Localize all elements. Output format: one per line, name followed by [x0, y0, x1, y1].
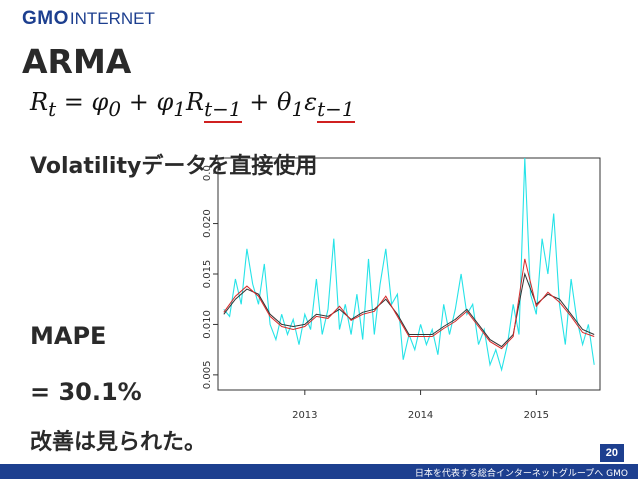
improvement-note: 改善は見られた。 — [30, 430, 207, 455]
y-tick-label: 0.020 — [202, 209, 213, 238]
footer-slogan: 日本を代表する総合インターネットグループへ GMO — [414, 469, 628, 479]
formula-theta: θ — [277, 88, 292, 116]
series-line-cyan — [223, 157, 595, 372]
formula-theta-sub: 1 — [291, 96, 305, 121]
footer-bar — [0, 464, 638, 479]
formula-phi1: φ — [156, 88, 174, 116]
formula-phi0: φ — [91, 88, 109, 116]
gmo-internet-logo: GMO INTERNET — [22, 8, 155, 30]
x-tick-label: 2014 — [408, 410, 433, 421]
x-tick-label: 2013 — [292, 410, 317, 421]
series-line-black — [223, 272, 595, 348]
formula-phi0-sub: 0 — [108, 96, 122, 121]
page-number: 20 — [599, 444, 624, 462]
formula-r: R — [186, 88, 205, 116]
formula-lhs: R — [30, 88, 49, 116]
formula-r-sub: t−1 — [204, 96, 242, 123]
mape-value: = 30.1% — [30, 378, 142, 406]
y-tick-label: 0.010 — [202, 310, 213, 339]
plot-frame — [217, 157, 601, 391]
formula-phi1-sub: 1 — [173, 96, 186, 121]
volatility-chart-svg: 0.005 0.010 0.015 0.020 0.0 2013 2014 2015 — [202, 157, 601, 421]
mape-label: MAPE — [30, 322, 107, 350]
series-line-red — [223, 258, 595, 350]
y-tick-label: 0.015 — [202, 260, 213, 289]
formula-lhs-sub: t — [48, 96, 57, 121]
y-tick-label: 0.005 — [202, 361, 213, 390]
x-tick-label: 2015 — [524, 410, 549, 421]
volatility-chart: 0.005 0.010 0.015 0.020 0.0 2013 2014 2015 — [186, 152, 610, 432]
y-tick-label: 0.0 — [202, 165, 213, 181]
logo-gmo-text: GMO — [22, 8, 69, 29]
formula-eps-sub: t−1 — [317, 96, 355, 123]
formula-eps: ε — [304, 88, 318, 116]
logo-internet-text: INTERNET — [69, 9, 155, 28]
arma-formula: Rt = φ0 + φ1Rt−1 + θ1εt−1 — [30, 88, 355, 123]
slide-title: ARMA — [22, 42, 132, 81]
